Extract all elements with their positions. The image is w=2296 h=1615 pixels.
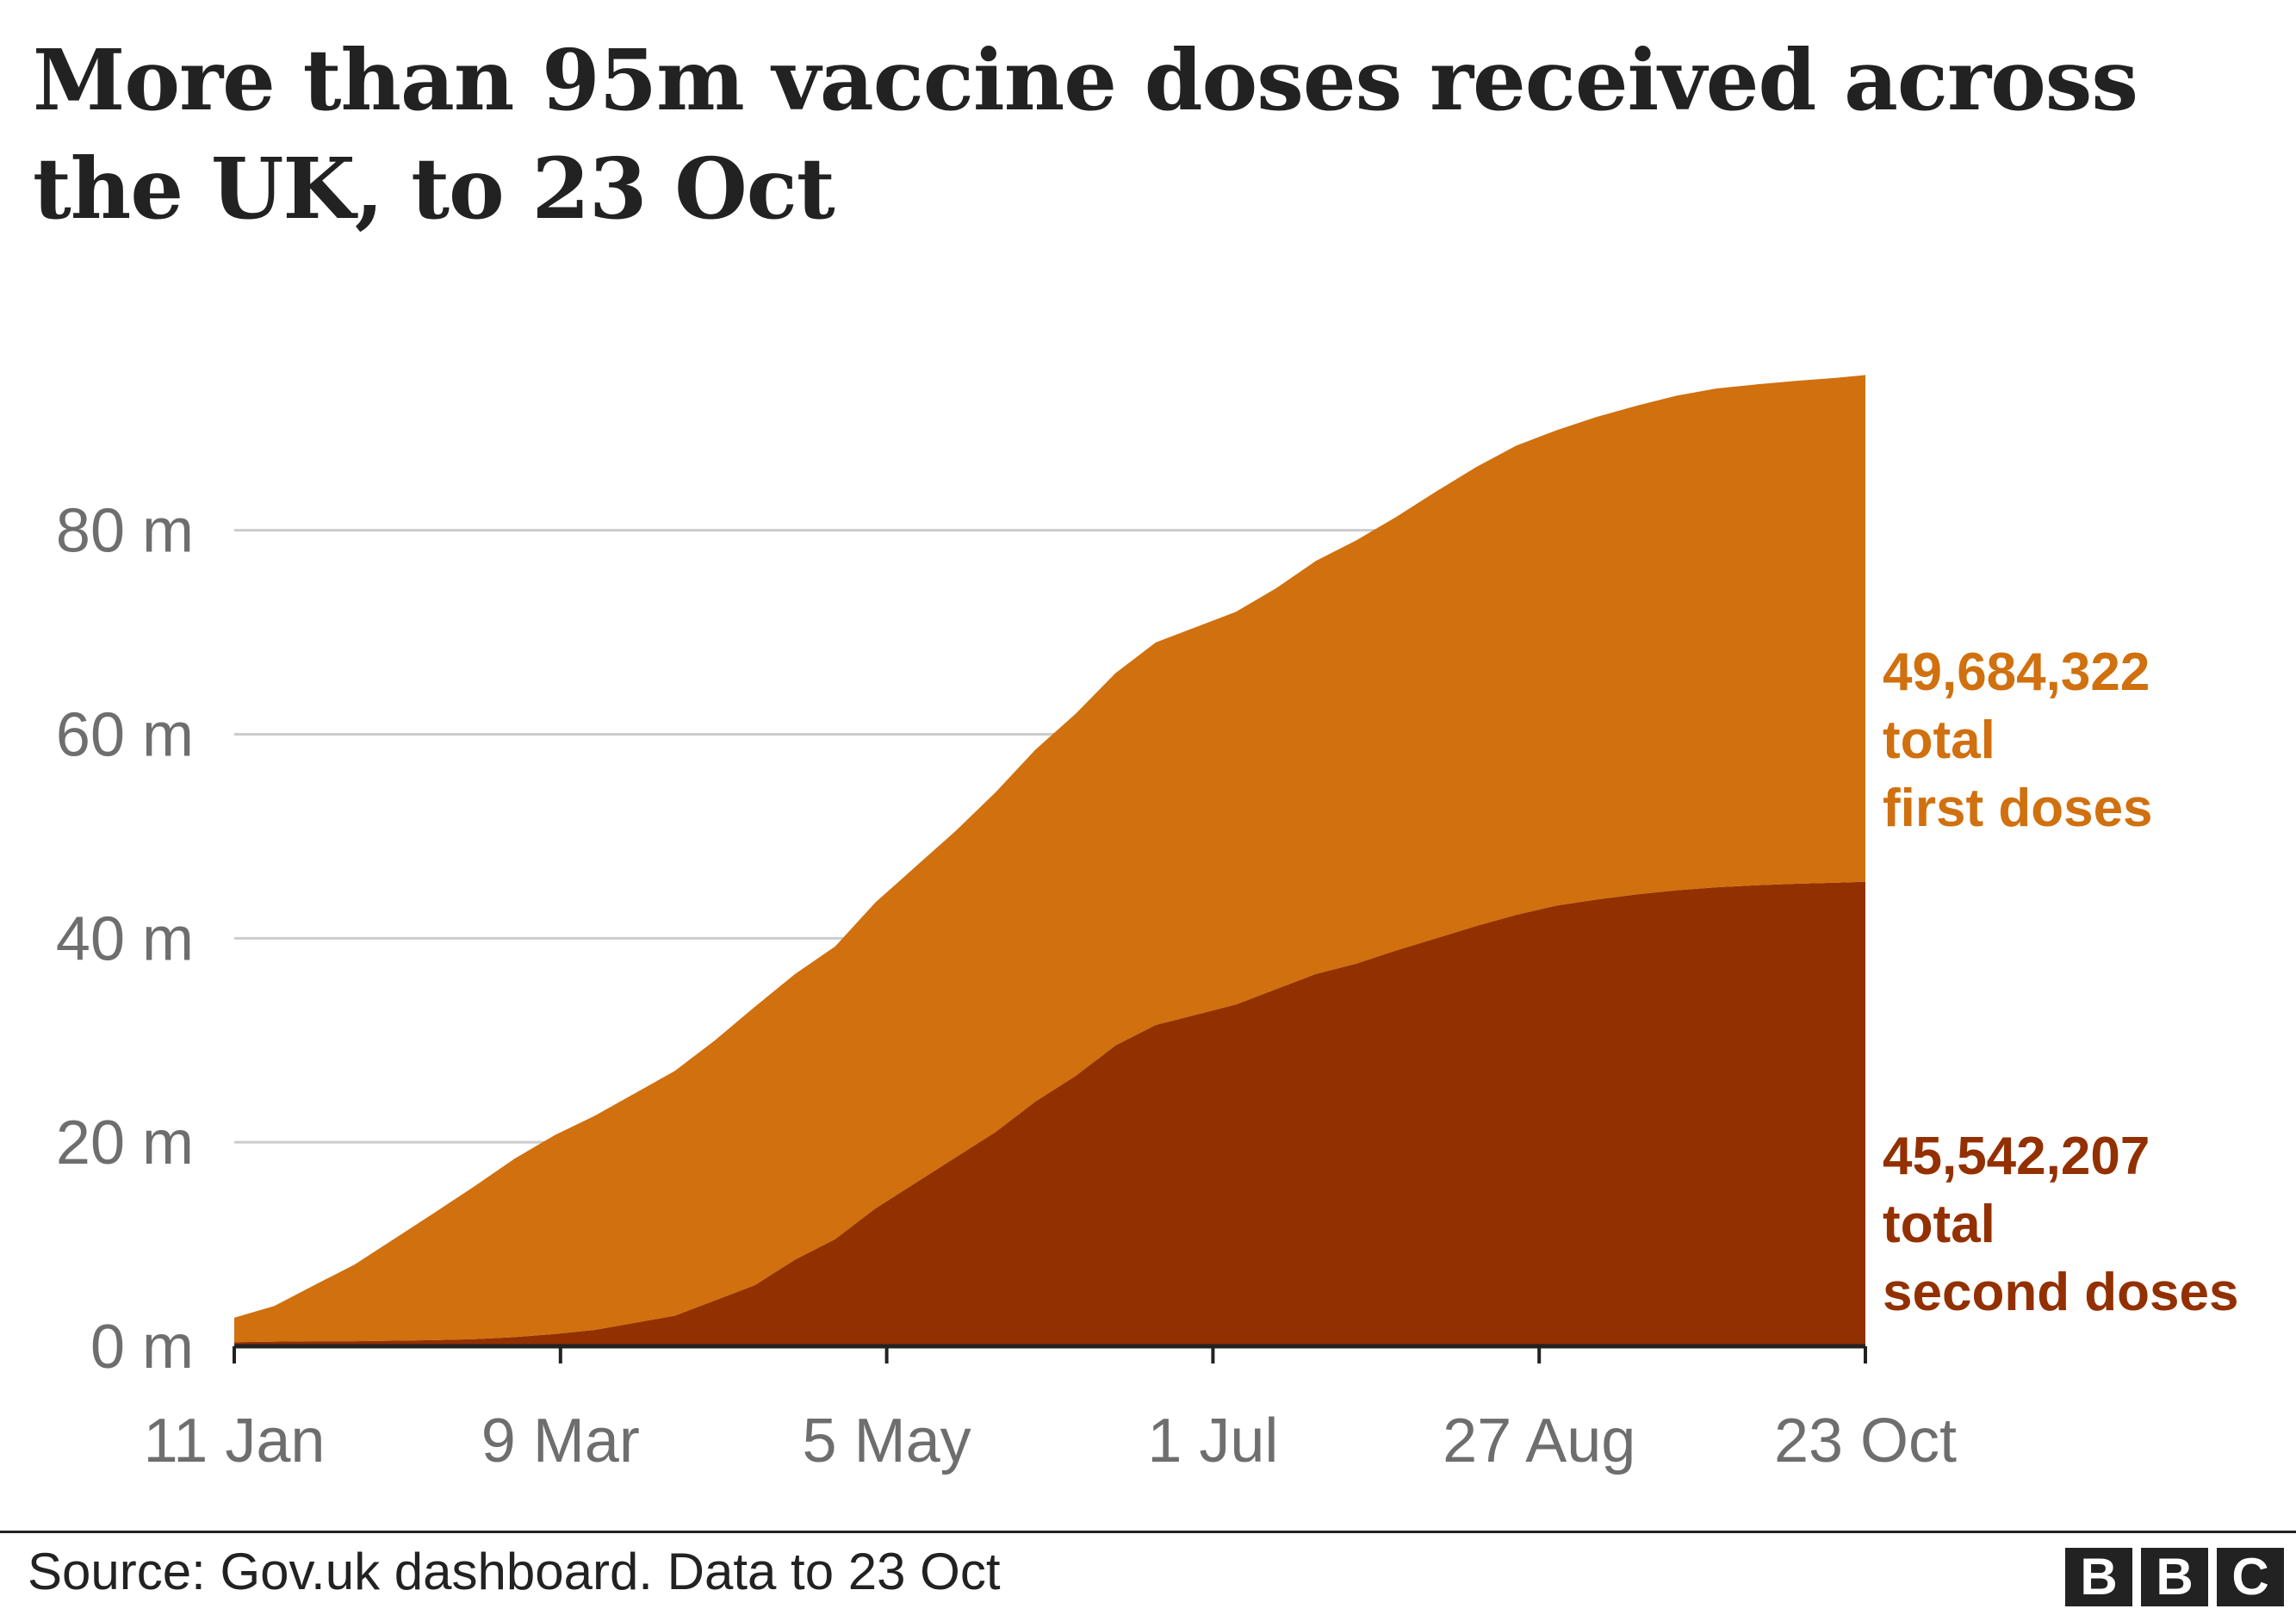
footer-rule [0,1531,2296,1533]
x-axis-tick-labels: 11 Jan 9 Mar 5 May 1 Jul 27 Aug 23 Oct [144,1407,1957,1475]
x-tick-label: 11 Jan [144,1407,326,1475]
x-tick-label: 9 Mar [481,1407,640,1475]
x-tick-label: 5 May [803,1407,971,1475]
bbc-logo-letter-c: C [2217,1548,2284,1606]
y-tick-label: 80 m [56,497,194,566]
x-axis [233,1344,1867,1363]
x-tick-label: 27 Aug [1443,1407,1635,1475]
y-tick-label: 20 m [56,1109,194,1177]
area-first-doses [234,375,1865,1343]
stacked-areas [234,375,1865,1346]
x-tick-label: 1 Jul [1147,1407,1278,1475]
bbc-logo: B B C [2065,1548,2284,1606]
second-doses-label-line: second doses [1883,1263,2238,1322]
y-tick-label: 40 m [56,904,194,973]
series-end-labels: 49,684,322 total first doses 45,542,207 tota… [1883,643,2238,1322]
y-axis-tick-labels: 0 m 20 m 40 m 60 m 80 m [56,497,194,1382]
y-tick-label: 60 m [56,700,194,769]
x-tick-label: 23 Oct [1774,1407,1957,1475]
second-doses-label-line: total [1883,1195,1995,1254]
bbc-logo-letter-b1: B [2065,1548,2132,1606]
second-doses-label-line: 45,542,207 [1883,1127,2150,1186]
vaccine-doses-area-chart: 0 m 20 m 40 m 60 m 80 m 11 Jan 9 Mar 5 May 1 Ju… [56,375,2238,1475]
first-doses-label-line: first doses [1883,779,2153,838]
first-doses-label-line: total [1883,711,1995,770]
area-second-doses [234,881,1865,1346]
chart-title: More than 95m vaccine doses received acr… [33,31,2138,238]
first-doses-label-line: 49,684,322 [1883,643,2150,702]
y-tick-label: 0 m [90,1313,194,1382]
bbc-logo-letter-b2: B [2141,1548,2208,1606]
source-note: Source: Gov.uk dashboard. Data to 23 Oct [28,1543,1001,1600]
